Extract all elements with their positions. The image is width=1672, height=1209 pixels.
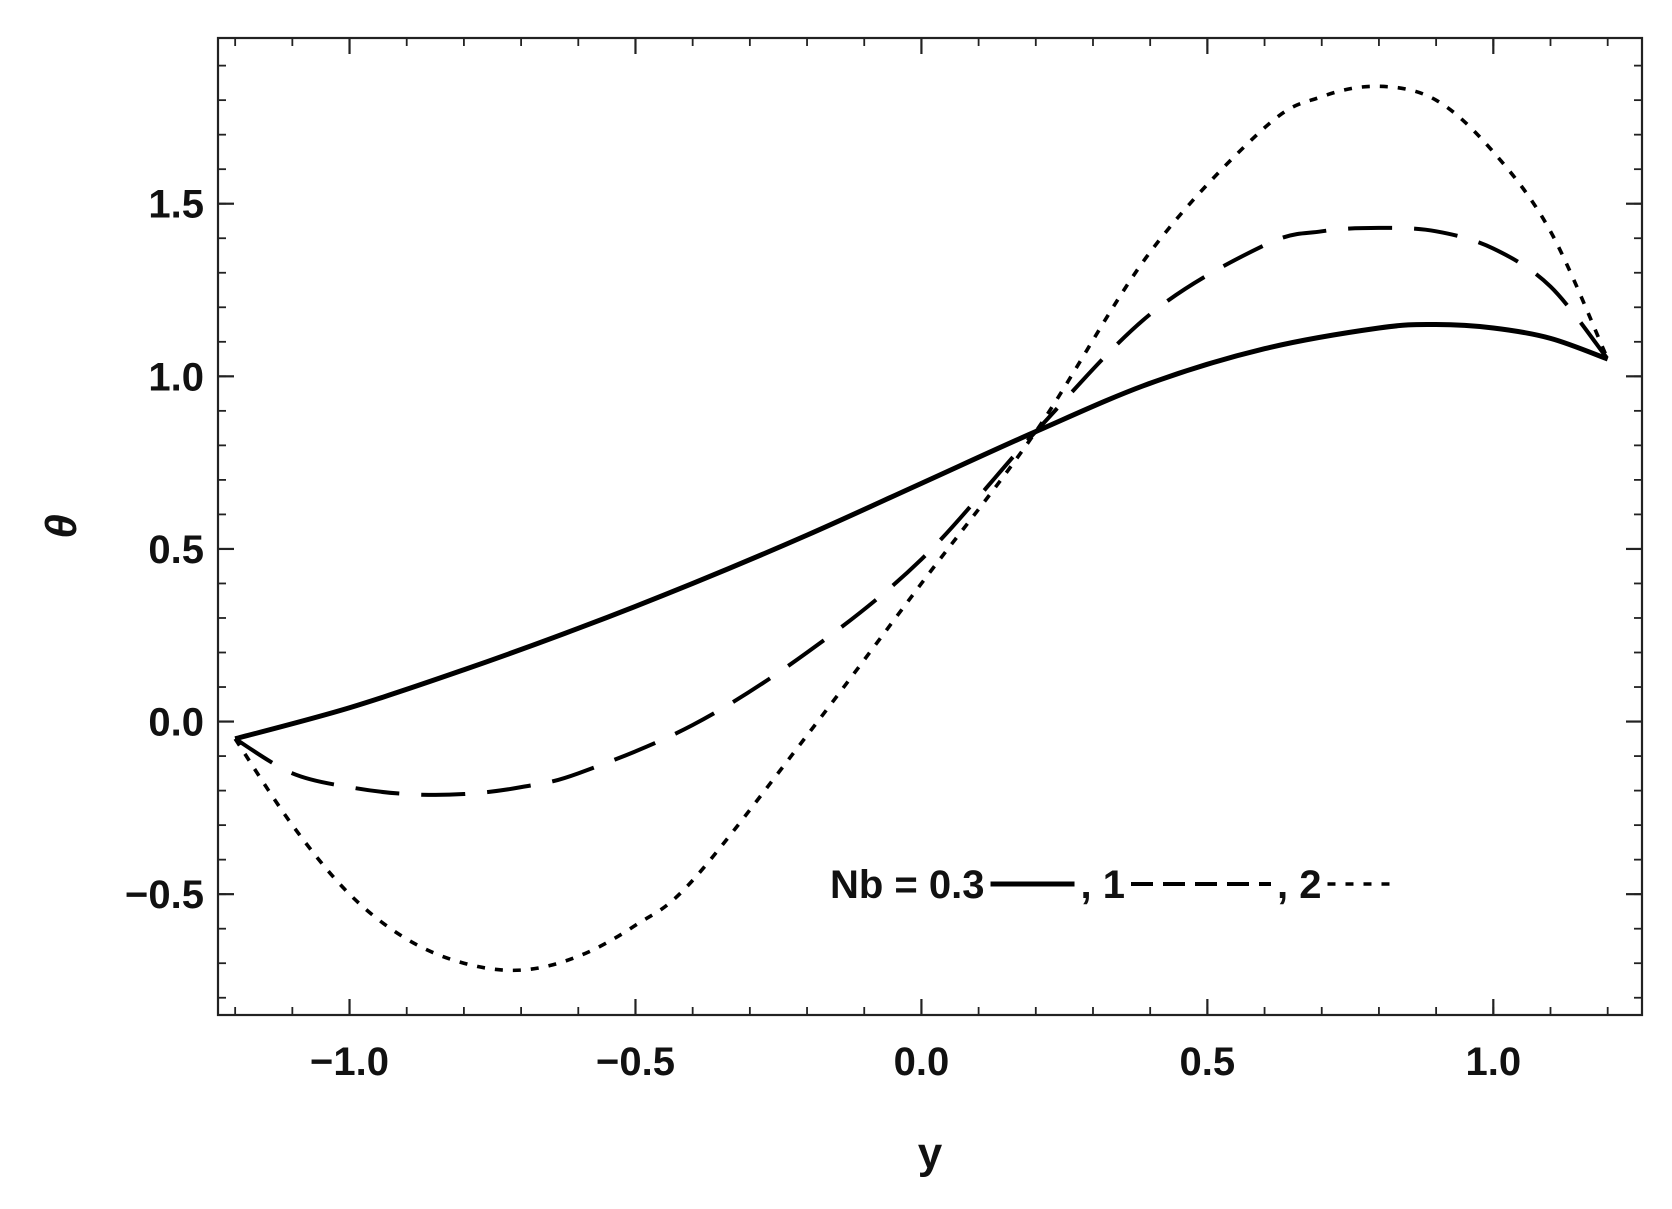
series-line-nb-1 bbox=[234, 225, 1610, 797]
legend: Nb = 0.3 , 1 , 2 bbox=[830, 863, 1398, 907]
plot-frame bbox=[216, 36, 1644, 1017]
series-line-nb-2 bbox=[233, 84, 1610, 973]
y-tick-label: 0.5 bbox=[148, 528, 204, 572]
axes: −1.0 −0.5 0.0 0.5 1.0 −0.5 0.0 0.5 1.0 1.5 y θ bbox=[37, 36, 1644, 1178]
y-tick-label: −0.5 bbox=[125, 873, 204, 917]
x-tick-label: 0.5 bbox=[1180, 1040, 1236, 1084]
legend-label-nb-2: , 2 bbox=[1277, 863, 1321, 907]
legend-label-nb-0-3: Nb = 0.3 bbox=[830, 863, 985, 907]
y-tick-label: 1.5 bbox=[148, 183, 204, 227]
x-tick-label: −1.0 bbox=[310, 1040, 389, 1084]
x-tick-label: 0.0 bbox=[894, 1040, 950, 1084]
x-tick-label: −0.5 bbox=[596, 1040, 675, 1084]
y-axis-label: θ bbox=[37, 514, 86, 539]
x-tick-label: 1.0 bbox=[1466, 1040, 1522, 1084]
x-axis-label: y bbox=[918, 1129, 943, 1178]
y-tick-label: 1.0 bbox=[148, 355, 204, 399]
legend-label-nb-1: , 1 bbox=[1081, 863, 1125, 907]
plot-area bbox=[233, 84, 1610, 973]
series-line-nb-0-3 bbox=[234, 322, 1609, 742]
y-tick-label: 0.0 bbox=[148, 701, 204, 745]
